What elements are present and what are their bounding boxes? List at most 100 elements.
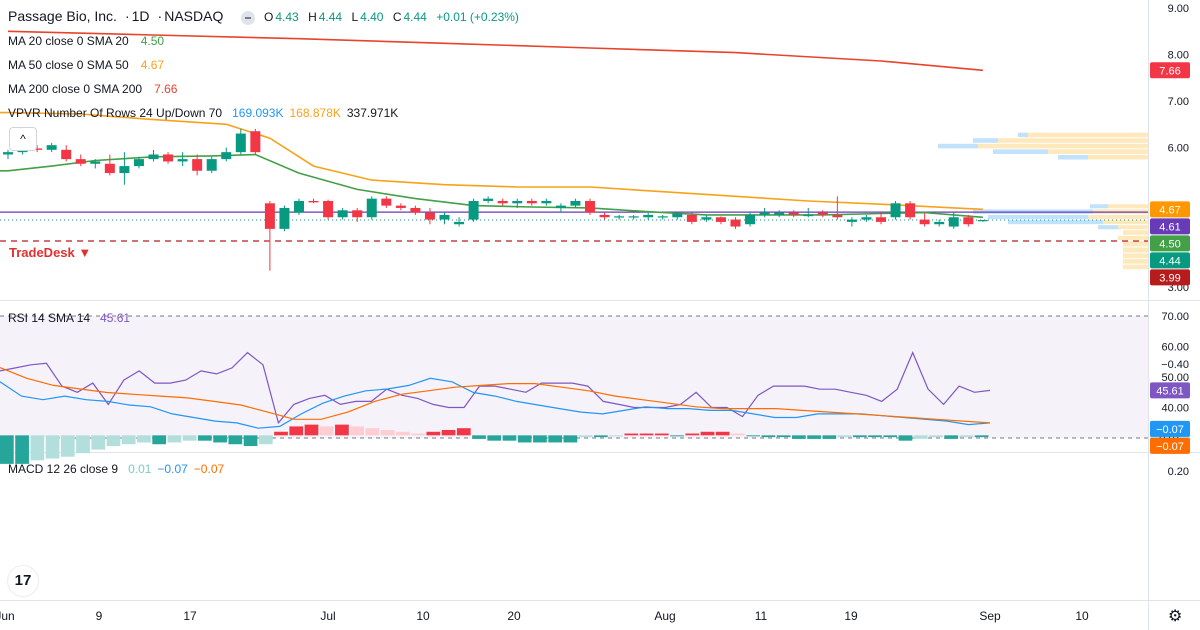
time-axis-tick: 9	[96, 609, 103, 623]
macd-histogram-bar	[792, 435, 806, 439]
price-tag: 4.50	[1159, 238, 1180, 250]
price-tag-bg	[1150, 252, 1190, 269]
candle-body	[905, 203, 916, 218]
tradedesk-label[interactable]: TradeDesk ▼	[9, 245, 92, 260]
candle-body	[395, 205, 406, 208]
vpvr-row-down	[1123, 247, 1148, 253]
time-axis-tick: Jun	[0, 609, 15, 623]
candle-body	[206, 159, 217, 171]
candle-body	[599, 214, 610, 218]
macd-histogram-bar	[929, 435, 943, 438]
candle-body	[890, 203, 901, 218]
volume-profile	[938, 132, 1148, 270]
macd-legend[interactable]: MACD 12 26 close 9 0.01 −0.07 −0.07	[8, 462, 230, 476]
candle-body	[294, 200, 304, 213]
rsi-axis-tick: 70.00	[1161, 311, 1189, 323]
candle-body	[75, 159, 86, 164]
vpvr-row-down	[1123, 264, 1148, 270]
macd-histogram-bar	[15, 435, 29, 464]
candle-body	[672, 213, 683, 218]
market-status-icon[interactable]	[240, 10, 255, 25]
macd-pane	[0, 367, 991, 464]
ma20-label: MA 20 close 0 SMA 20	[8, 34, 129, 48]
macd-histogram-bar	[319, 426, 334, 436]
macd-histogram-bar	[76, 435, 90, 454]
macd-hist-value: 0.01	[128, 462, 152, 476]
macd-histogram-bar	[182, 435, 197, 441]
ma200-legend[interactable]: MA 200 close 0 SMA 200 7.66	[8, 82, 183, 96]
vpvr-up-value: 169.093K	[232, 106, 284, 120]
rsi-axis-tick: 60.00	[1161, 342, 1189, 354]
macd-histogram-bar	[563, 435, 578, 443]
low-label: L	[351, 10, 359, 24]
rsi-legend[interactable]: RSI 14 SMA 14 45.61	[8, 311, 136, 325]
change-value: +0.01 (+0.23%)	[436, 10, 519, 24]
macd-histogram-bar	[30, 435, 45, 461]
macd-histogram-bar	[685, 433, 700, 436]
macd-histogram-bar	[959, 435, 974, 438]
candle-body	[366, 198, 377, 218]
price-axis-tick: 8.00	[1168, 50, 1189, 62]
candle-body	[483, 198, 494, 201]
macd-histogram-bar	[913, 435, 928, 439]
price-tag-bg	[1150, 62, 1190, 79]
macd-histogram-bar	[380, 429, 395, 436]
symbol-interval: 1D	[131, 8, 150, 24]
open-value: 4.43	[275, 10, 299, 24]
ma50-legend[interactable]: MA 50 close 0 SMA 50 4.67	[8, 58, 170, 72]
ma20-legend[interactable]: MA 20 close 0 SMA 20 4.50	[8, 34, 170, 48]
vpvr-legend[interactable]: VPVR Number Of Rows 24 Up/Down 70 169.093…	[8, 106, 404, 120]
candle-body	[410, 207, 421, 213]
price-tag: 4.44	[1159, 255, 1180, 267]
macd-histogram-bar	[883, 435, 898, 438]
rsi-axis-tick: 50.00	[1161, 372, 1189, 384]
ma200-value: 7.66	[154, 82, 178, 96]
macd-histogram-bar	[639, 433, 654, 436]
vpvr-row-up	[1090, 204, 1108, 209]
macd-histogram-bar	[121, 435, 136, 445]
candle-body	[774, 212, 785, 215]
macd-histogram-bar	[852, 435, 867, 438]
candle-body	[133, 159, 144, 167]
axes: 9.008.007.006.003.0070.0060.0050.0040.00…	[0, 3, 1189, 623]
close-label: C	[392, 10, 402, 24]
macd-value-tag-bg	[1150, 420, 1190, 437]
ma200-line	[7, 30, 983, 72]
gear-icon[interactable]: ⚙	[1168, 608, 1183, 625]
candle-body	[934, 221, 945, 225]
macd-label: MACD 12 26 close 9	[8, 462, 119, 476]
rsi-axis-tick: 40.00	[1161, 403, 1189, 415]
macd-histogram-bar	[106, 435, 121, 447]
rsi-value-tag-bg	[1150, 382, 1190, 399]
macd-histogram-bar	[624, 433, 639, 436]
price-tag: 4.61	[1159, 221, 1180, 233]
candle-body	[163, 154, 174, 162]
time-axis-tick: 11	[755, 609, 768, 623]
macd-histogram-bar	[335, 424, 349, 436]
rsi-pane	[0, 315, 1148, 439]
vpvr-label: VPVR Number Of Rows 24 Up/Down 70	[8, 106, 223, 120]
candle-body	[526, 200, 537, 204]
macd-histogram-bar	[654, 433, 669, 436]
price-axis-tick: 9.00	[1168, 3, 1189, 15]
candle-body	[235, 133, 246, 153]
collapse-legend-button[interactable]: ^	[9, 127, 37, 151]
low-value: 4.40	[360, 10, 384, 24]
candle-body	[759, 212, 770, 215]
vpvr-row-down	[1088, 214, 1148, 220]
candle-body	[701, 217, 712, 220]
symbol-legend[interactable]: Passage Bio, Inc. · 1D · NASDAQ O 4.43 H 4.44 …	[8, 8, 519, 25]
vpvr-row-down	[1028, 132, 1148, 138]
open-label: O	[264, 10, 274, 24]
symbol-name[interactable]: Passage Bio, Inc.	[8, 8, 117, 24]
tradingview-logo-icon[interactable]: 17	[8, 566, 38, 596]
macd-histogram-bar	[974, 435, 989, 438]
candle-body	[308, 200, 319, 203]
macd-histogram-bar	[60, 435, 75, 457]
vpvr-row-down	[1123, 259, 1148, 264]
macd-histogram-bar	[243, 435, 258, 447]
candle-body	[555, 205, 566, 208]
